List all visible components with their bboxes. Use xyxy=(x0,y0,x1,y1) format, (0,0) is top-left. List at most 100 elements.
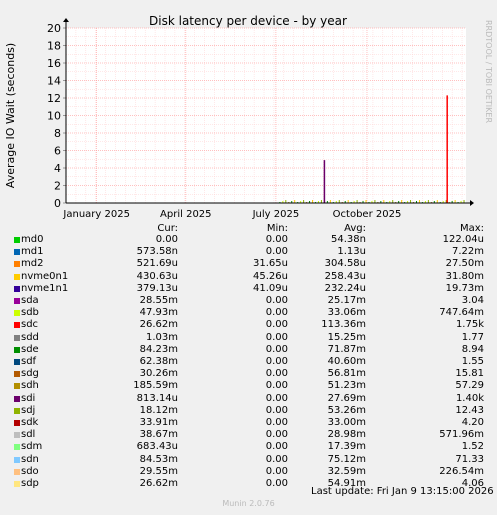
legend-cur-value: 430.63u xyxy=(136,270,178,282)
legend-header-cur: Cur: xyxy=(157,223,178,234)
legend-series-name: sdb xyxy=(21,307,39,319)
legend-avg-value: 232.24u xyxy=(324,282,366,294)
legend-series-name: sda xyxy=(21,295,39,306)
legend-cur-value: 47.93m xyxy=(139,307,178,319)
y-tick-label: 12 xyxy=(47,92,61,105)
legend-min-value: 0.00 xyxy=(265,404,288,416)
legend-series-name: md2 xyxy=(21,258,44,270)
legend-max-value: 1.75k xyxy=(455,319,484,331)
legend-max-value: 7.22m xyxy=(451,246,484,258)
legend-avg-value: 25.17m xyxy=(327,295,366,306)
legend-cur-value: 38.67m xyxy=(139,429,178,441)
legend-swatch xyxy=(14,310,20,317)
legend-swatch xyxy=(14,334,20,341)
legend-min-value: 0.00 xyxy=(265,234,288,245)
x-axis-arrow xyxy=(470,200,474,206)
legend-swatch xyxy=(14,249,20,256)
legend-series-name: sdm xyxy=(21,441,43,453)
legend-cur-value: 18.12m xyxy=(139,404,178,416)
legend-avg-value: 33.06m xyxy=(327,307,366,319)
legend-cur-value: 84.53m xyxy=(139,453,178,465)
legend-series-name: sdg xyxy=(21,368,39,380)
legend-min-value: 0.00 xyxy=(265,441,288,453)
legend-cur-value: 573.58n xyxy=(136,246,178,258)
y-tick-label: 0 xyxy=(54,197,61,210)
legend-series-name: sdn xyxy=(21,453,39,465)
legend-max-value: 1.55 xyxy=(461,356,484,367)
legend-min-value: 0.00 xyxy=(265,307,288,319)
legend-cur-value: 379.13u xyxy=(136,282,178,294)
legend-series-name: sdf xyxy=(21,356,37,367)
y-tick-label: 20 xyxy=(47,22,61,35)
y-axis-label: Average IO Wait (seconds) xyxy=(4,43,17,188)
legend-cur-value: 62.38m xyxy=(139,356,178,367)
legend-series-name: md1 xyxy=(21,246,44,258)
legend-avg-value: 304.58u xyxy=(324,258,366,270)
legend-min-value: 0.00 xyxy=(265,356,288,367)
legend-cur-value: 0.00 xyxy=(155,234,178,245)
legend-max-value: 1.77 xyxy=(461,331,484,343)
legend-swatch xyxy=(14,420,20,426)
legend-swatch xyxy=(14,481,20,487)
legend-swatch xyxy=(14,285,20,292)
footer-version: Munin 2.0.76 xyxy=(222,499,275,508)
x-tick-label: January 2025 xyxy=(62,209,130,220)
x-tick-label: July 2025 xyxy=(252,209,300,220)
legend-swatch xyxy=(14,383,20,390)
legend-swatch xyxy=(14,273,20,280)
y-tick-label: 4 xyxy=(54,162,61,175)
legend-cur-value: 1.03m xyxy=(145,331,178,343)
legend-swatch xyxy=(14,395,20,402)
legend-cur-value: 185.59m xyxy=(133,380,178,392)
legend-swatch xyxy=(14,371,20,378)
legend-series-name: nvme0n1 xyxy=(21,270,69,282)
legend-avg-value: 53.26m xyxy=(327,404,366,416)
legend-min-value: 0.00 xyxy=(265,392,288,404)
legend-min-value: 0.00 xyxy=(265,331,288,343)
legend-series-name: sdk xyxy=(21,417,39,428)
legend-min-value: 41.09u xyxy=(253,282,288,294)
legend-max-value: 571.96m xyxy=(439,429,484,441)
legend-avg-value: 32.59m xyxy=(327,465,366,477)
legend-swatch xyxy=(14,444,20,451)
legend-series-name: sdj xyxy=(21,404,36,416)
legend-avg-value: 27.69m xyxy=(327,392,366,404)
legend-cur-value: 521.69u xyxy=(136,258,178,270)
legend-max-value: 122.04u xyxy=(442,234,484,245)
legend-max-value: 3.04 xyxy=(461,295,484,306)
legend-min-value: 0.00 xyxy=(265,246,288,258)
legend-swatch xyxy=(14,237,20,243)
legend-max-value: 71.33 xyxy=(455,453,484,465)
legend-cur-value: 29.55m xyxy=(139,465,178,477)
legend-min-value: 0.00 xyxy=(265,380,288,392)
legend-series-name: sdc xyxy=(21,319,39,331)
legend-avg-value: 54.38n xyxy=(331,234,366,245)
legend-cur-value: 33.91m xyxy=(139,417,178,428)
legend-min-value: 0.00 xyxy=(265,368,288,380)
legend-max-value: 1.52 xyxy=(461,441,484,453)
legend-swatch xyxy=(14,468,20,475)
x-tick-label: April 2025 xyxy=(160,209,211,220)
legend-swatch xyxy=(14,261,20,268)
legend-min-value: 0.00 xyxy=(265,295,288,306)
y-tick-label: 16 xyxy=(47,57,61,70)
legend-max-value: 57.29 xyxy=(455,380,484,392)
legend-swatch xyxy=(14,456,20,463)
legend-avg-value: 15.25m xyxy=(327,331,366,343)
legend-series-name: sdh xyxy=(21,380,39,392)
legend-series-name: sdp xyxy=(21,478,39,489)
legend-max-value: 19.73m xyxy=(445,282,484,294)
legend-min-value: 0.00 xyxy=(265,343,288,355)
legend-max-value: 8.94 xyxy=(461,343,484,355)
legend-avg-value: 113.36m xyxy=(321,319,366,331)
rrdtool-watermark: RRDTOOL / TOBI OETIKER xyxy=(484,20,493,123)
legend-min-value: 0.00 xyxy=(265,417,288,428)
legend-max-value: 12.43 xyxy=(455,404,484,416)
legend-header-min: Min: xyxy=(266,223,288,234)
legend-series-name: md0 xyxy=(21,234,44,245)
chart-title: Disk latency per device - by year xyxy=(149,14,347,28)
legend-swatch xyxy=(14,346,20,353)
legend-avg-value: 258.43u xyxy=(324,270,366,282)
legend-min-value: 0.00 xyxy=(265,429,288,441)
